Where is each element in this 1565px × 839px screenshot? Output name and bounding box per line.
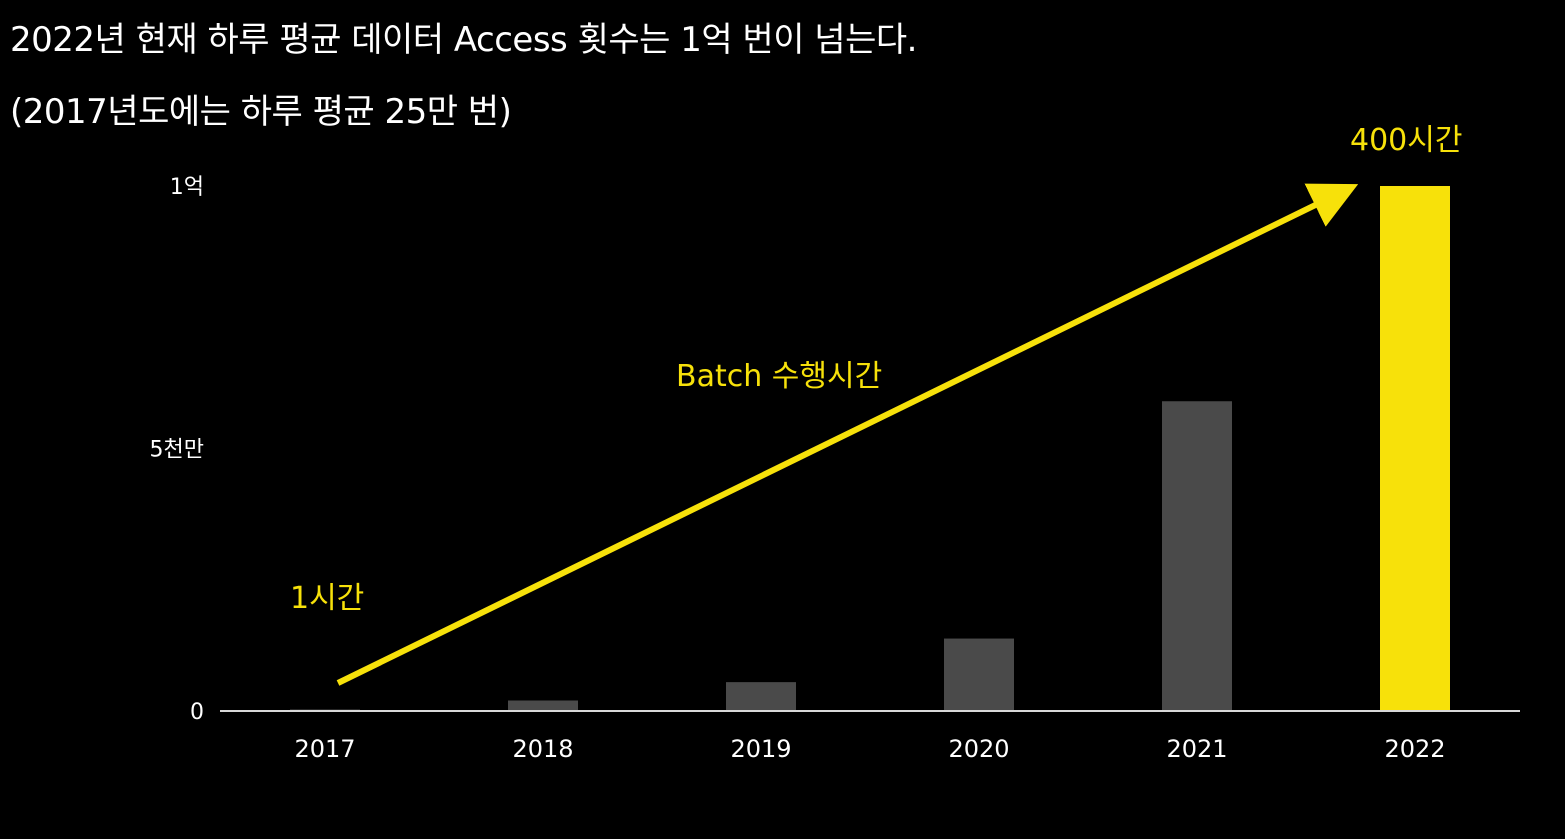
y-tick-label: 0 <box>190 700 204 725</box>
y-tick-label: 1억 <box>170 175 204 200</box>
bar-2019 <box>726 682 796 711</box>
x-tick-label: 2021 <box>1166 735 1227 763</box>
trend-label: Batch 수행시간 <box>676 359 882 394</box>
y-tick-label: 5천만 <box>150 438 204 463</box>
start-label: 1시간 <box>290 581 364 616</box>
headline: 2022년 현재 하루 평균 데이터 Access 횟수는 1억 번이 넘는다. <box>10 20 917 60</box>
bar-2022 <box>1380 186 1450 711</box>
subheadline: (2017년도에는 하루 평균 25만 번) <box>10 92 512 132</box>
x-tick-label: 2019 <box>730 735 791 763</box>
trend-arrow <box>336 183 1359 686</box>
bar-2018 <box>508 700 578 711</box>
bar-2020 <box>944 638 1014 711</box>
x-tick-label: 2022 <box>1384 735 1445 763</box>
x-tick-label: 2020 <box>948 735 1009 763</box>
end-label: 400시간 <box>1350 123 1462 158</box>
x-tick-label: 2017 <box>294 735 355 763</box>
bar-2021 <box>1162 401 1232 711</box>
x-tick-label: 2018 <box>512 735 573 763</box>
